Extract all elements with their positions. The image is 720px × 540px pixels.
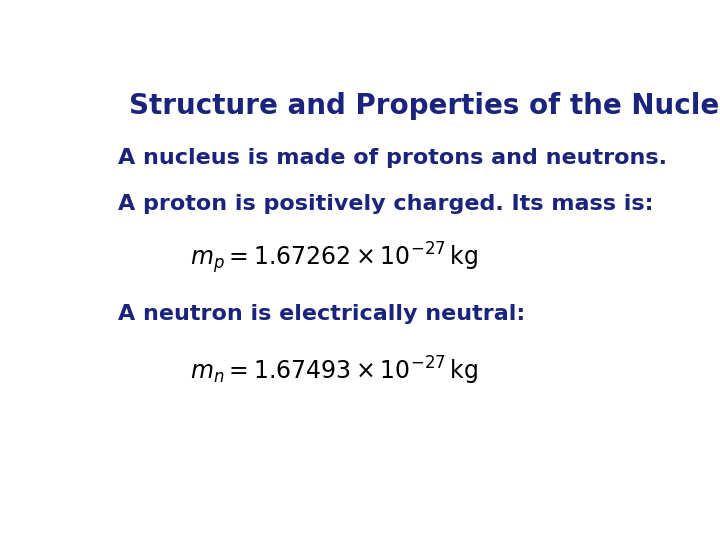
Text: Structure and Properties of the Nucleus: Structure and Properties of the Nucleus (129, 92, 720, 120)
Text: $m_p = 1.67262 \times 10^{-27}\,\mathrm{kg}$: $m_p = 1.67262 \times 10^{-27}\,\mathrm{… (190, 240, 479, 276)
Text: A nucleus is made of protons and neutrons.: A nucleus is made of protons and neutron… (118, 148, 667, 168)
Text: A proton is positively charged. Its mass is:: A proton is positively charged. Its mass… (118, 194, 654, 214)
Text: $m_n = 1.67493 \times 10^{-27}\,\mathrm{kg}$: $m_n = 1.67493 \times 10^{-27}\,\mathrm{… (190, 354, 479, 387)
Text: A neutron is electrically neutral:: A neutron is electrically neutral: (118, 304, 525, 325)
